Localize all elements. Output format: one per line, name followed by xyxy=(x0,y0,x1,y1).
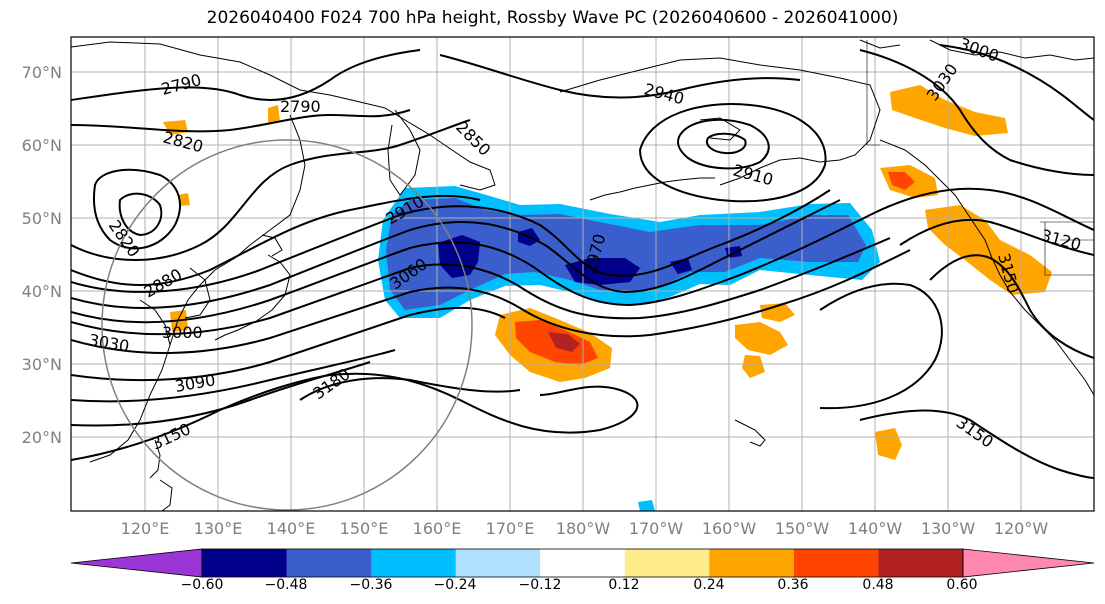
contour-3030 xyxy=(71,249,911,354)
colorbar-tick: 0.36 xyxy=(777,577,808,593)
negative-patch-small xyxy=(638,500,655,511)
positive-patch-3 xyxy=(742,355,765,378)
contour-north-east-2 xyxy=(939,44,1094,121)
lon-label: 120°E xyxy=(121,519,170,538)
colorbar-tick: −0.48 xyxy=(265,577,308,593)
colorbar-segment xyxy=(371,549,457,577)
contour-low-west xyxy=(92,168,181,250)
contour-2970 xyxy=(71,214,871,324)
colorbar-segment xyxy=(709,549,795,577)
lon-label: 170°W xyxy=(629,519,684,538)
lon-label: 140°W xyxy=(848,519,903,538)
colorbar-segment xyxy=(286,549,372,577)
height-contours xyxy=(71,44,1094,479)
colorbar-extend-low xyxy=(70,548,203,578)
lon-label: 120°W xyxy=(994,519,1049,538)
contour-3180 xyxy=(299,377,521,401)
colorbar-segment xyxy=(878,549,964,577)
colorbar-segment xyxy=(455,549,541,577)
contour-east-ridge-1 xyxy=(869,187,1094,231)
map-frame xyxy=(70,36,1095,512)
lat-label: 60°N xyxy=(22,136,62,155)
contour-3060 xyxy=(71,306,506,382)
lat-label: 50°N xyxy=(22,209,62,228)
colorbar-tick: 0.24 xyxy=(693,577,724,593)
colorbar-tick: 0.60 xyxy=(946,577,977,593)
colorbar-segment xyxy=(793,549,879,577)
positive-patch-1 xyxy=(735,322,788,355)
lat-label: 30°N xyxy=(22,355,62,374)
lat-label: 20°N xyxy=(22,428,62,447)
contour-2790-west xyxy=(71,49,421,101)
contour-3090 xyxy=(71,349,396,403)
colorbar-segment xyxy=(540,549,626,577)
lon-label: 130°E xyxy=(194,519,243,538)
lon-label: 130°W xyxy=(921,519,976,538)
colorbar-frame xyxy=(201,548,964,578)
contour-3000 xyxy=(71,237,891,336)
contour-alaska-ring xyxy=(638,103,827,203)
positive-anomaly-coast-strong xyxy=(888,172,915,190)
contour-2850 xyxy=(71,119,471,261)
radius-circle xyxy=(101,139,473,511)
positive-patch-4 xyxy=(875,428,902,460)
colorbar-tick: −0.36 xyxy=(350,577,393,593)
lon-label: 140°E xyxy=(267,519,316,538)
lon-label: 180°W xyxy=(556,519,611,538)
contour-label: 2790 xyxy=(280,97,321,116)
lat-label: 70°N xyxy=(22,63,62,82)
colorbar-tick: 0.12 xyxy=(608,577,639,593)
contour-3150 xyxy=(71,372,639,461)
contour-2820 xyxy=(71,109,411,133)
colorbar-extend-high xyxy=(962,548,1095,578)
lon-label: 170°E xyxy=(486,519,535,538)
contour-label: 3000 xyxy=(162,323,203,342)
contour-3120 xyxy=(71,361,371,427)
lon-label: 150°E xyxy=(340,519,389,538)
colorbar-ticks: −0.60 −0.48 −0.36 −0.24 −0.12 0.12 0.24 … xyxy=(181,577,978,593)
positive-anomaly-dark xyxy=(548,332,580,352)
contour-mid-east xyxy=(819,282,943,410)
contour-east-south xyxy=(859,409,1094,479)
lon-label: 160°W xyxy=(702,519,757,538)
colorbar-segment xyxy=(624,549,710,577)
negative-anomaly-dark-4 xyxy=(670,258,692,274)
lon-label: 150°W xyxy=(775,519,830,538)
lon-label: 160°E xyxy=(413,519,462,538)
contour-low-inner xyxy=(118,192,163,237)
colorbar-segment xyxy=(202,549,288,577)
contour-2880 xyxy=(71,194,481,286)
negative-anomaly-mid xyxy=(386,198,866,310)
colorbar-tick: −0.12 xyxy=(519,577,562,593)
map-title: 2026040400 F024 700 hPa height, Rossby W… xyxy=(206,8,899,28)
contour-north-east xyxy=(859,49,1094,176)
contour-east-ridge-2 xyxy=(899,218,1094,256)
contour-east-ridge-3 xyxy=(929,254,1094,359)
colorbar-tick: −0.24 xyxy=(434,577,477,593)
contour-2940-north xyxy=(439,54,801,99)
lat-label: 40°N xyxy=(22,282,62,301)
negative-anomaly-dark-2 xyxy=(565,258,640,285)
contour-low-alaska-inner xyxy=(706,132,747,155)
colorbar xyxy=(70,548,1095,578)
contour-2910 xyxy=(71,189,831,293)
positive-patch-9 xyxy=(268,105,280,125)
positive-patch-5 xyxy=(890,85,1008,136)
colorbar-tick: −0.60 xyxy=(181,577,224,593)
positive-patch-10 xyxy=(178,193,190,206)
longitude-labels: 120°E 130°E 140°E 150°E 160°E 170°E 180°… xyxy=(121,519,1049,538)
contour-2940-mid xyxy=(71,199,841,309)
contour-low-alaska xyxy=(677,118,770,170)
colorbar-tick: 0.48 xyxy=(862,577,893,593)
latitude-labels: 70°N 60°N 50°N 40°N 30°N 20°N xyxy=(22,63,62,447)
